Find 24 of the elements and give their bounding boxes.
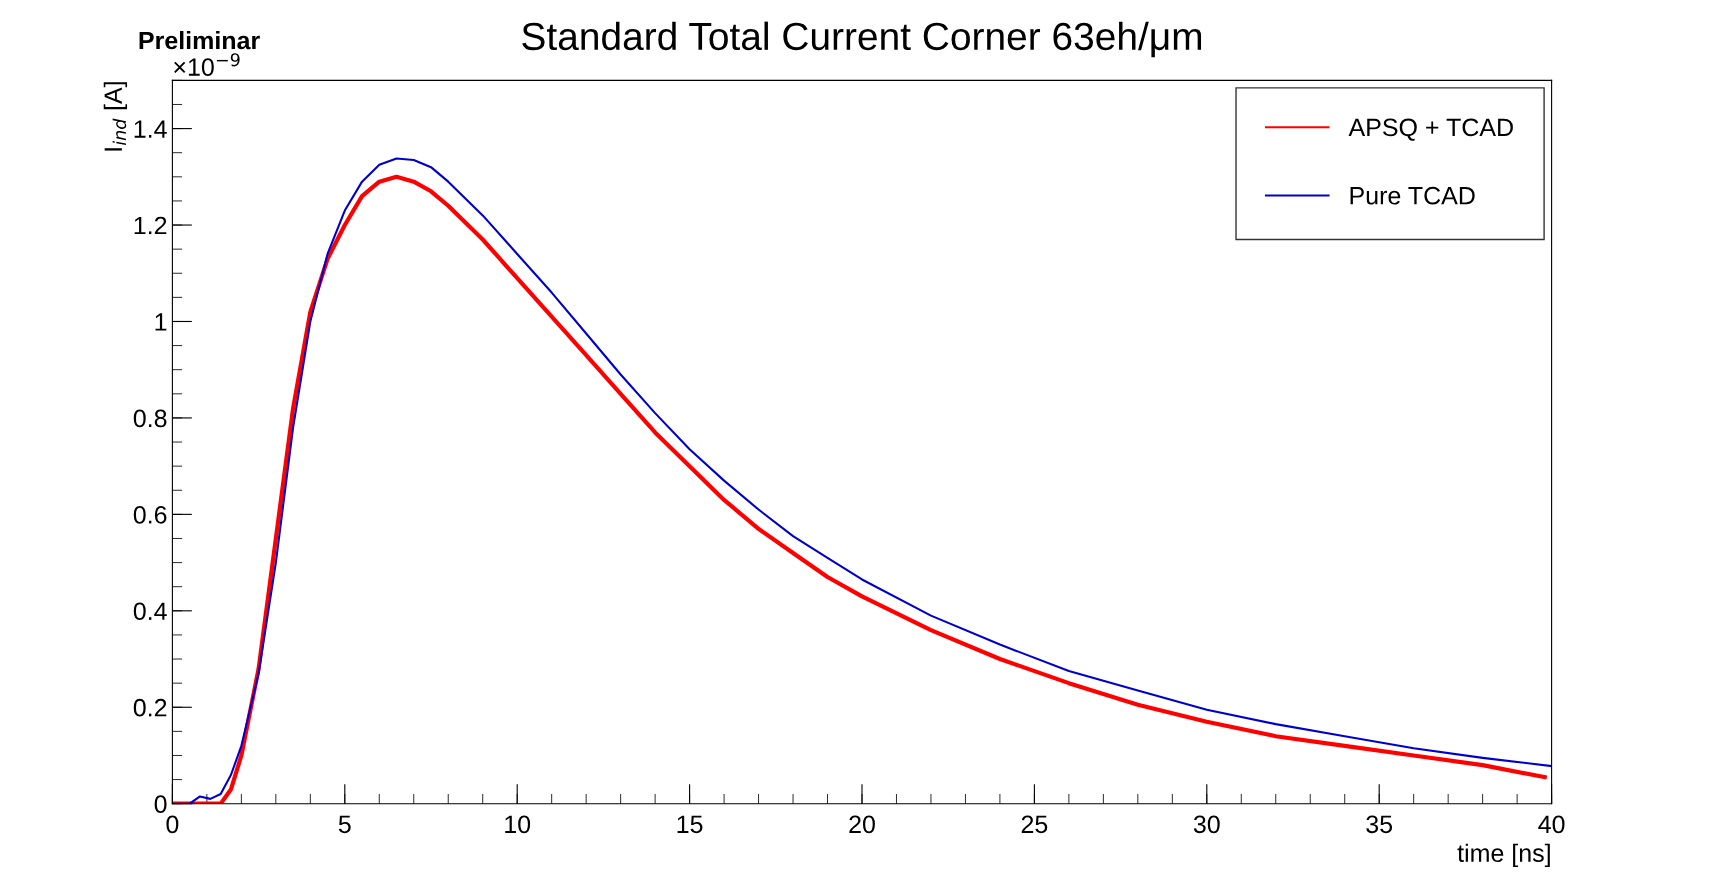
y-tick-label: 1.4 xyxy=(134,120,167,138)
x-tick-label: 25 xyxy=(1021,815,1048,834)
y-tick-label: 0.4 xyxy=(133,602,167,621)
y-tick-label: 1.2 xyxy=(134,216,167,235)
x-tick-label: 20 xyxy=(849,815,875,834)
y-tick-label: 0.2 xyxy=(133,698,167,717)
x-tick-label: 0 xyxy=(166,815,179,834)
x-tick-label: 30 xyxy=(1193,815,1220,834)
y-tick-label: 0.6 xyxy=(133,505,167,524)
x-tick-label: 35 xyxy=(1366,815,1393,834)
legend-label: Pure TCAD xyxy=(1350,186,1475,205)
text: ×10$^{−9}$ xyxy=(174,53,240,76)
y-tick-label: 0.8 xyxy=(133,409,167,428)
x-tick-label: 5 xyxy=(338,815,351,834)
x-axis-title: time [ns] xyxy=(1457,843,1550,867)
y-tick-label: 1 xyxy=(155,313,167,331)
x-tick-label: 15 xyxy=(677,815,703,834)
text: Preliminar xyxy=(139,31,260,50)
y-axis-title: I$_{ind}$ [A] xyxy=(103,82,128,151)
y-tick-label: 0 xyxy=(154,795,167,813)
x-tick-label: 10 xyxy=(505,815,531,834)
x-tick-label: 40 xyxy=(1538,815,1565,834)
legend-label: APSQ + TCAD xyxy=(1348,118,1513,141)
chart-title: Standard Total Current Corner 63eh/μm xyxy=(522,21,1202,58)
